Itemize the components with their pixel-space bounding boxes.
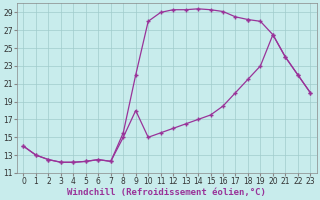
X-axis label: Windchill (Refroidissement éolien,°C): Windchill (Refroidissement éolien,°C): [68, 188, 266, 197]
